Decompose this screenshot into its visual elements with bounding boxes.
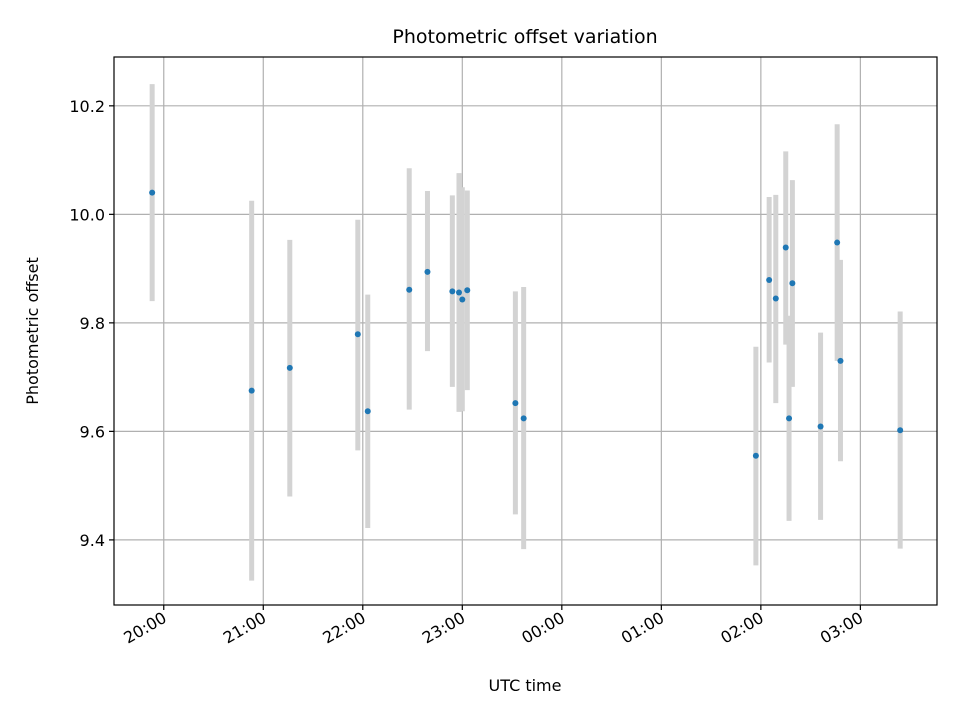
y-axis: 9.4 9.6 9.8 10.0 10.2 [69,97,114,550]
data-point [817,423,824,430]
data-point [424,268,431,275]
data-point [837,357,844,364]
plot-frame [113,56,938,606]
data-point [752,452,759,459]
y-tick-label: 10.0 [69,205,105,224]
data-point [786,415,793,422]
x-tick-label: 20:00 [120,608,169,648]
x-tick-label: 21:00 [220,608,269,648]
data-point [248,387,255,394]
data-point [459,296,466,303]
data-point [449,288,456,295]
point-layer [149,189,904,459]
data-point [286,364,293,371]
data-point [464,287,471,294]
y-tick-label: 9.4 [80,531,105,550]
x-tick-label: 01:00 [618,608,667,648]
data-point [455,289,462,296]
data-point [364,408,371,415]
x-tick-label: 02:00 [717,608,766,648]
data-point [766,276,773,283]
x-tick-label: 22:00 [319,608,368,648]
x-tick-label: 03:00 [817,608,866,648]
data-point [512,400,519,407]
x-axis-label: UTC time [489,676,562,695]
data-point [520,415,527,422]
data-point [897,427,904,434]
data-point [406,286,413,293]
data-point [772,295,779,302]
chart-title: Photometric offset variation [392,26,657,48]
data-point [834,239,841,246]
y-tick-label: 9.8 [80,314,105,333]
x-tick-label: 23:00 [419,608,468,648]
errorbar-layer [149,84,903,581]
data-point [149,189,156,196]
y-axis-label: Photometric offset [23,257,42,405]
y-tick-label: 10.2 [69,97,105,116]
x-axis: 20:00 21:00 22:00 23:00 00:00 01:00 02:00 03:00 [120,605,866,648]
data-point [789,280,796,287]
data-point [782,244,789,251]
data-point [354,331,361,338]
y-tick-label: 9.6 [80,422,105,441]
x-tick-label: 00:00 [518,608,567,648]
